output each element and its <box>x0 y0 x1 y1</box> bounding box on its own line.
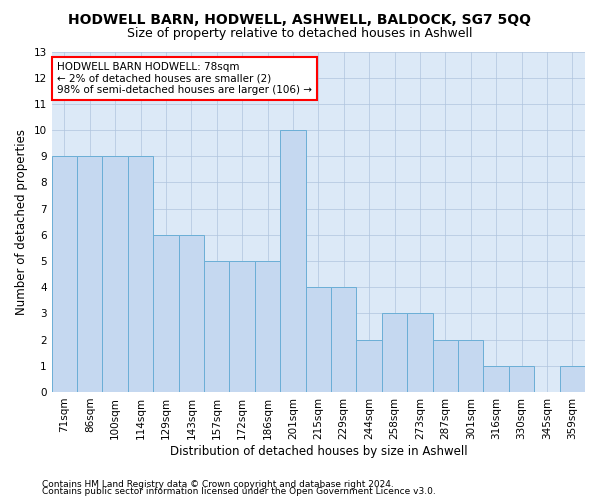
Bar <box>407 314 433 392</box>
Bar <box>509 366 534 392</box>
Bar <box>356 340 382 392</box>
Text: HODWELL BARN HODWELL: 78sqm
← 2% of detached houses are smaller (2)
98% of semi-: HODWELL BARN HODWELL: 78sqm ← 2% of deta… <box>57 62 312 95</box>
Text: Contains public sector information licensed under the Open Government Licence v3: Contains public sector information licen… <box>42 488 436 496</box>
Bar <box>153 235 179 392</box>
Bar <box>382 314 407 392</box>
Bar <box>179 235 204 392</box>
Bar <box>103 156 128 392</box>
Bar <box>433 340 458 392</box>
Bar <box>52 156 77 392</box>
X-axis label: Distribution of detached houses by size in Ashwell: Distribution of detached houses by size … <box>170 444 467 458</box>
Text: Size of property relative to detached houses in Ashwell: Size of property relative to detached ho… <box>127 28 473 40</box>
Bar <box>255 261 280 392</box>
Bar <box>77 156 103 392</box>
Text: HODWELL BARN, HODWELL, ASHWELL, BALDOCK, SG7 5QQ: HODWELL BARN, HODWELL, ASHWELL, BALDOCK,… <box>68 12 532 26</box>
Bar <box>458 340 484 392</box>
Bar <box>128 156 153 392</box>
Bar <box>305 287 331 392</box>
Bar <box>229 261 255 392</box>
Text: Contains HM Land Registry data © Crown copyright and database right 2024.: Contains HM Land Registry data © Crown c… <box>42 480 394 489</box>
Bar <box>204 261 229 392</box>
Bar <box>280 130 305 392</box>
Bar <box>484 366 509 392</box>
Bar <box>331 287 356 392</box>
Y-axis label: Number of detached properties: Number of detached properties <box>15 128 28 314</box>
Bar <box>560 366 585 392</box>
